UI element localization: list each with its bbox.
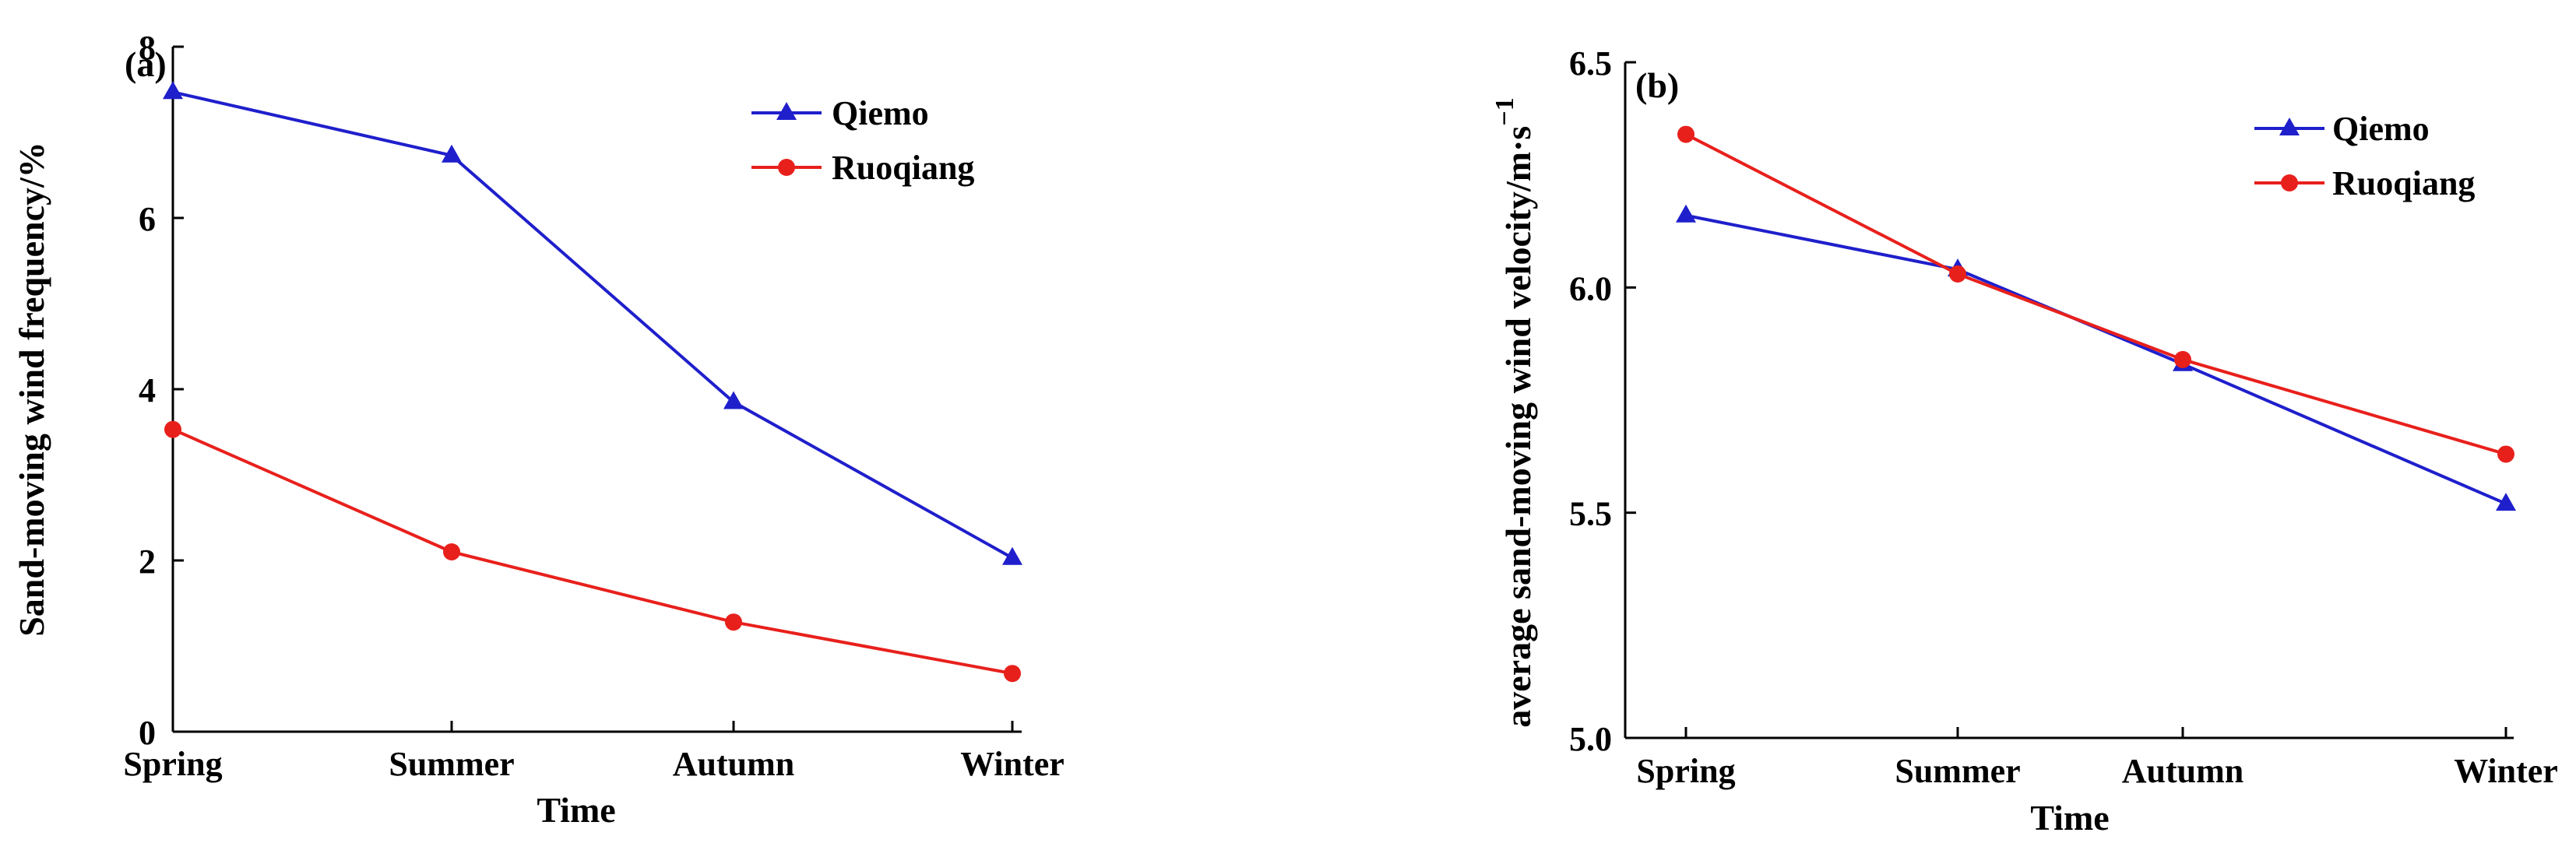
- x-tick-label: Winter: [2454, 752, 2558, 790]
- series-line-ruoqiang: [172, 427, 1013, 676]
- legend: Qiemo Ruoqiang: [2254, 110, 2475, 202]
- data-point-ruoqiang: [2174, 350, 2191, 368]
- series-line-qiemo: [1685, 213, 2507, 505]
- x-axis-title: Time: [2030, 798, 2109, 838]
- legend-marker-qiemo: [2279, 118, 2300, 135]
- data-point-ruoqiang: [443, 543, 460, 560]
- data-point-qiemo: [2496, 493, 2516, 511]
- data-point-ruoqiang: [2497, 445, 2514, 463]
- data-point-ruoqiang: [1677, 125, 1694, 143]
- y-tick-label: 6.0: [1569, 269, 1612, 307]
- y-axis-title: average sand-moving wind velocity/m·s−1: [1490, 97, 1538, 727]
- panel-label: (b): [1635, 65, 1679, 105]
- series-line-ruoqiang: [1685, 132, 2507, 456]
- ticks: 5.0 5.5 6.0 6.5 Spring Summer Autumn Winter: [1569, 44, 2558, 790]
- series-line-qiemo: [172, 90, 1013, 560]
- y-axis-title-main: average sand-moving wind velocity/m·s: [1498, 126, 1538, 728]
- y-tick-label: 6: [139, 200, 156, 238]
- y-tick-label: 0: [139, 714, 156, 752]
- series-layer: [1676, 125, 2516, 511]
- legend-item-ruoqiang: Ruoqiang: [2254, 164, 2475, 202]
- chart-panel-b: (b) Time average sand-moving wind veloci…: [1490, 44, 2558, 838]
- y-axis-title-superscript: −1: [1490, 97, 1519, 125]
- chart-panel-a: (a) Time Sand-moving wind frequency/% 0 2…: [12, 29, 1065, 830]
- y-tick-label: 5.5: [1569, 495, 1612, 533]
- data-point-ruoqiang: [164, 420, 181, 438]
- series-layer: [163, 81, 1022, 683]
- y-tick-label: 5.0: [1569, 720, 1612, 758]
- x-axis-title: Time: [537, 790, 615, 830]
- data-point-ruoqiang: [725, 613, 742, 631]
- legend-label-qiemo: Qiemo: [2332, 110, 2430, 148]
- data-point-qiemo: [1002, 546, 1022, 565]
- legend: Qiemo Ruoqiang: [751, 94, 974, 187]
- data-point-qiemo: [723, 391, 744, 409]
- x-tick-label: Spring: [1636, 752, 1735, 790]
- legend-item-qiemo: Qiemo: [2254, 110, 2430, 148]
- y-tick-label: 4: [139, 371, 156, 409]
- data-point-qiemo: [442, 144, 462, 163]
- x-tick-label: Autumn: [2122, 752, 2244, 790]
- x-tick-label: Winter: [960, 745, 1065, 783]
- ticks: 0 2 4 6 8 Spring Summer Autumn Winter: [123, 29, 1064, 783]
- data-point-ruoqiang: [1949, 265, 1966, 283]
- legend-marker-qiemo: [776, 102, 797, 120]
- y-tick-label: 8: [139, 29, 156, 67]
- data-point-qiemo: [163, 81, 183, 100]
- legend-label-ruoqiang: Ruoqiang: [832, 149, 974, 187]
- panel-label: (a): [125, 44, 167, 84]
- y-tick-label: 6.5: [1569, 44, 1612, 83]
- y-tick-label: 2: [139, 543, 156, 581]
- legend-marker-ruoqiang: [778, 159, 795, 176]
- data-point-qiemo: [1676, 204, 1696, 223]
- x-tick-label: Autumn: [673, 745, 795, 783]
- legend-item-ruoqiang: Ruoqiang: [751, 149, 974, 187]
- legend-label-ruoqiang: Ruoqiang: [2332, 164, 2475, 202]
- x-tick-label: Spring: [123, 745, 222, 783]
- x-tick-label: Summer: [1895, 752, 2020, 790]
- data-point-ruoqiang: [1004, 665, 1021, 683]
- y-axis-title: Sand-moving wind frequency/%: [12, 142, 51, 637]
- legend-marker-ruoqiang: [2281, 174, 2298, 191]
- legend-label-qiemo: Qiemo: [832, 94, 929, 132]
- legend-item-qiemo: Qiemo: [751, 94, 929, 132]
- x-tick-label: Summer: [389, 745, 514, 783]
